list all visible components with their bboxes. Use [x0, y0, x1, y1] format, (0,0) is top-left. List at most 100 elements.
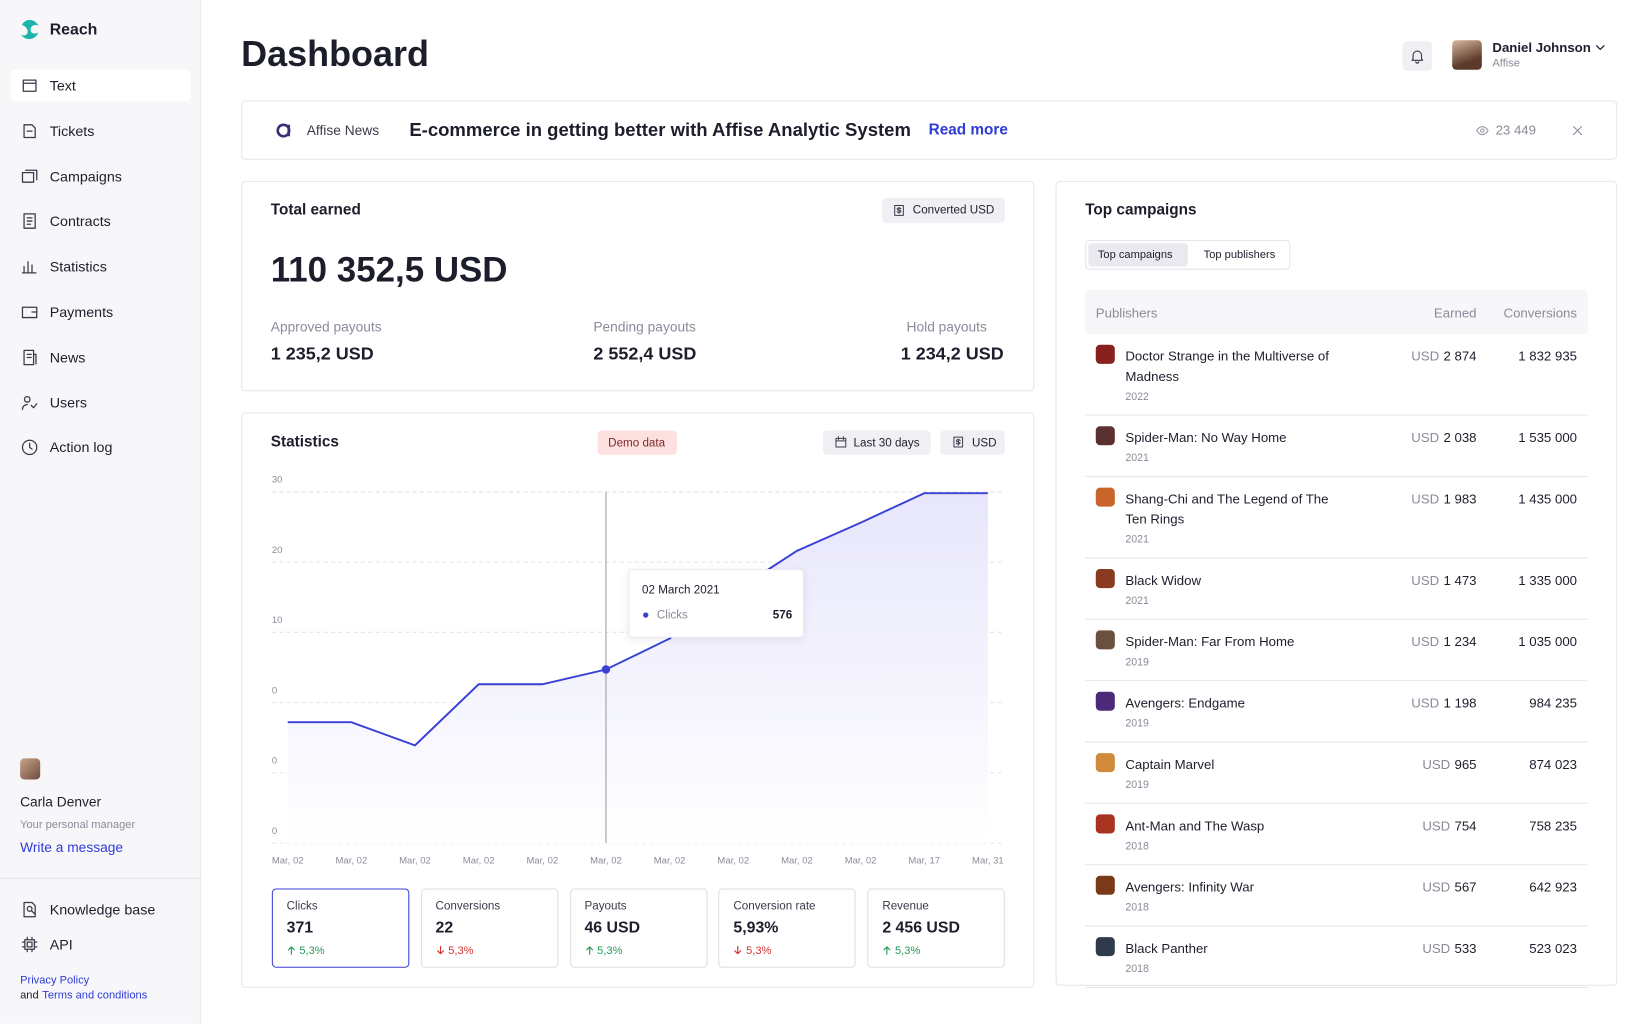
- campaign-name: Black Panther: [1125, 941, 1208, 957]
- metric-arrow: [436, 945, 444, 955]
- earned-cell: USD 2 038: [1411, 428, 1476, 448]
- metric-change: 5,3%: [299, 944, 325, 958]
- news-source: Affise News: [306, 122, 380, 139]
- calendar-icon: [835, 436, 847, 448]
- campaign-name: Spider-Man: No Way Home: [1125, 430, 1287, 446]
- user-name[interactable]: Daniel Johnson: [1492, 40, 1591, 55]
- earned-value: 1 234: [1443, 634, 1477, 650]
- table-row[interactable]: Black Widow 2021 USD 1 473 1 335 000: [1085, 558, 1588, 620]
- footer-nav-item[interactable]: Knowledge base: [49, 901, 156, 918]
- conversions-cell: 642 923: [1529, 879, 1578, 895]
- table-row[interactable]: Avengers: Endgame 2019 USD 1 198 984 235: [1085, 681, 1588, 743]
- manager-role: Your personal manager: [20, 818, 136, 832]
- metric-arrow-path: [734, 945, 742, 955]
- bell-button[interactable]: [1402, 41, 1433, 71]
- tooltip-date: 02 March 2021: [642, 583, 720, 597]
- metric-tile[interactable]: [718, 888, 857, 968]
- metric-arrow: [585, 946, 593, 955]
- news-read-more[interactable]: Read more: [928, 121, 1008, 139]
- metric-tile[interactable]: [867, 888, 1006, 968]
- tab-active-bg: [1088, 243, 1188, 267]
- terms-link[interactable]: Terms and conditions: [42, 988, 148, 1002]
- period-button[interactable]: [822, 430, 931, 455]
- nav-item[interactable]: Action log: [49, 439, 113, 456]
- table-row[interactable]: Doctor Strange in the Multiverse of Madn…: [1085, 334, 1588, 416]
- nav-item[interactable]: Contracts: [49, 213, 111, 230]
- nav-item[interactable]: News: [49, 349, 86, 366]
- footer-icon-path: [21, 936, 38, 953]
- table-body: Doctor Strange in the Multiverse of Madn…: [1085, 334, 1588, 990]
- nav-icon: [21, 261, 37, 274]
- tooltip-dot: [643, 612, 649, 618]
- metric-tile[interactable]: [271, 888, 410, 968]
- row-thumbnail: [1095, 426, 1115, 446]
- column-header: Conversions: [1503, 305, 1578, 321]
- nav-item[interactable]: Text: [49, 77, 76, 94]
- currency-button[interactable]: [940, 430, 1005, 455]
- close-icon[interactable]: [1570, 123, 1586, 139]
- nav-item[interactable]: Statistics: [49, 258, 107, 275]
- metric-change: 5,3%: [895, 944, 921, 958]
- table-row[interactable]: Ant-Man and The Wasp 2018 USD 754 758 235: [1085, 804, 1588, 866]
- badge-icon-path: [894, 205, 904, 216]
- nav-item[interactable]: Payments: [49, 304, 114, 320]
- period-text: Last 30 days: [853, 436, 920, 450]
- tab[interactable]: Top campaigns: [1097, 248, 1173, 262]
- payout-label: Approved payouts: [270, 318, 382, 335]
- row-thumbnail: [1095, 814, 1115, 834]
- table-row[interactable]: Avengers: Infinity War 2018 USD 567 642 923: [1085, 865, 1588, 927]
- nav-icon: [22, 79, 37, 92]
- table-row[interactable]: Spider-Man: No Way Home 2021 USD 2 038 1 535…: [1085, 416, 1588, 478]
- metric-change: 5,3%: [597, 944, 623, 958]
- row-thumbnail: [1095, 691, 1115, 711]
- campaign-name: Doctor Strange in the Multiverse of Madn…: [1125, 349, 1329, 384]
- tab[interactable]: Top publishers: [1203, 248, 1276, 262]
- metric-value: 22: [435, 918, 454, 937]
- conversions-cell: 1 435 000: [1518, 491, 1578, 507]
- campaign-year: 2021: [1125, 595, 1149, 608]
- table-row[interactable]: Spider-Man: Far From Home 2019 USD 1 234 1 0…: [1085, 620, 1588, 682]
- metric-label: Conversion rate: [733, 900, 816, 913]
- table-row[interactable]: Black Panther 2018 USD 533 523 023: [1085, 927, 1588, 988]
- badge-icon: [894, 205, 904, 216]
- earned-currency: USD: [1422, 818, 1451, 834]
- nav-item[interactable]: Campaigns: [49, 168, 122, 185]
- nav-active-bg: [10, 69, 191, 102]
- table-row[interactable]: Captain Marvel 2019 USD 965 874 023: [1085, 742, 1588, 804]
- tabs: [1085, 240, 1291, 270]
- card-title: Total earned: [270, 202, 361, 219]
- metric-value: 371: [286, 918, 314, 937]
- metric-arrow: [883, 946, 891, 955]
- nav-item[interactable]: Users: [49, 394, 88, 411]
- campaign-year: 2018: [1125, 902, 1149, 914]
- nav-item[interactable]: Tickets: [49, 123, 95, 139]
- row-thumbnail: [1095, 753, 1115, 773]
- payout-label: Hold payouts: [906, 318, 987, 335]
- metric-tile[interactable]: [420, 888, 559, 968]
- metric-arrow: [734, 945, 742, 955]
- privacy-link[interactable]: Privacy Policy: [20, 974, 90, 987]
- column-header: Earned: [1433, 305, 1477, 321]
- metric-tile[interactable]: [569, 888, 708, 968]
- campaign-year: 2018: [1125, 963, 1149, 976]
- nav-icon-path: [23, 349, 37, 366]
- earned-currency: USD: [1411, 491, 1440, 507]
- close-icon-path: [1573, 126, 1583, 136]
- earned-value: 1 473: [1443, 573, 1477, 589]
- badge: [882, 197, 1005, 224]
- row-thumbnail: [1095, 937, 1115, 957]
- footer-nav-item[interactable]: API: [49, 936, 73, 953]
- metric-change: 5,3%: [746, 944, 772, 958]
- manager-link[interactable]: Write a message: [20, 839, 124, 856]
- campaign-year: 2021: [1125, 452, 1149, 465]
- earned-currency: USD: [1422, 879, 1451, 895]
- nav-icon-path: [21, 261, 37, 274]
- campaign-name: Captain Marvel: [1125, 757, 1215, 773]
- earned-currency: USD: [1411, 634, 1440, 650]
- nav-icon: [23, 349, 37, 366]
- table-row[interactable]: Shang-Chi and The Legend of The Ten Ring…: [1085, 477, 1588, 559]
- earned-value: 754: [1454, 818, 1477, 834]
- conversions-cell: 1 832 935: [1518, 349, 1578, 364]
- nav-icon: [21, 395, 38, 410]
